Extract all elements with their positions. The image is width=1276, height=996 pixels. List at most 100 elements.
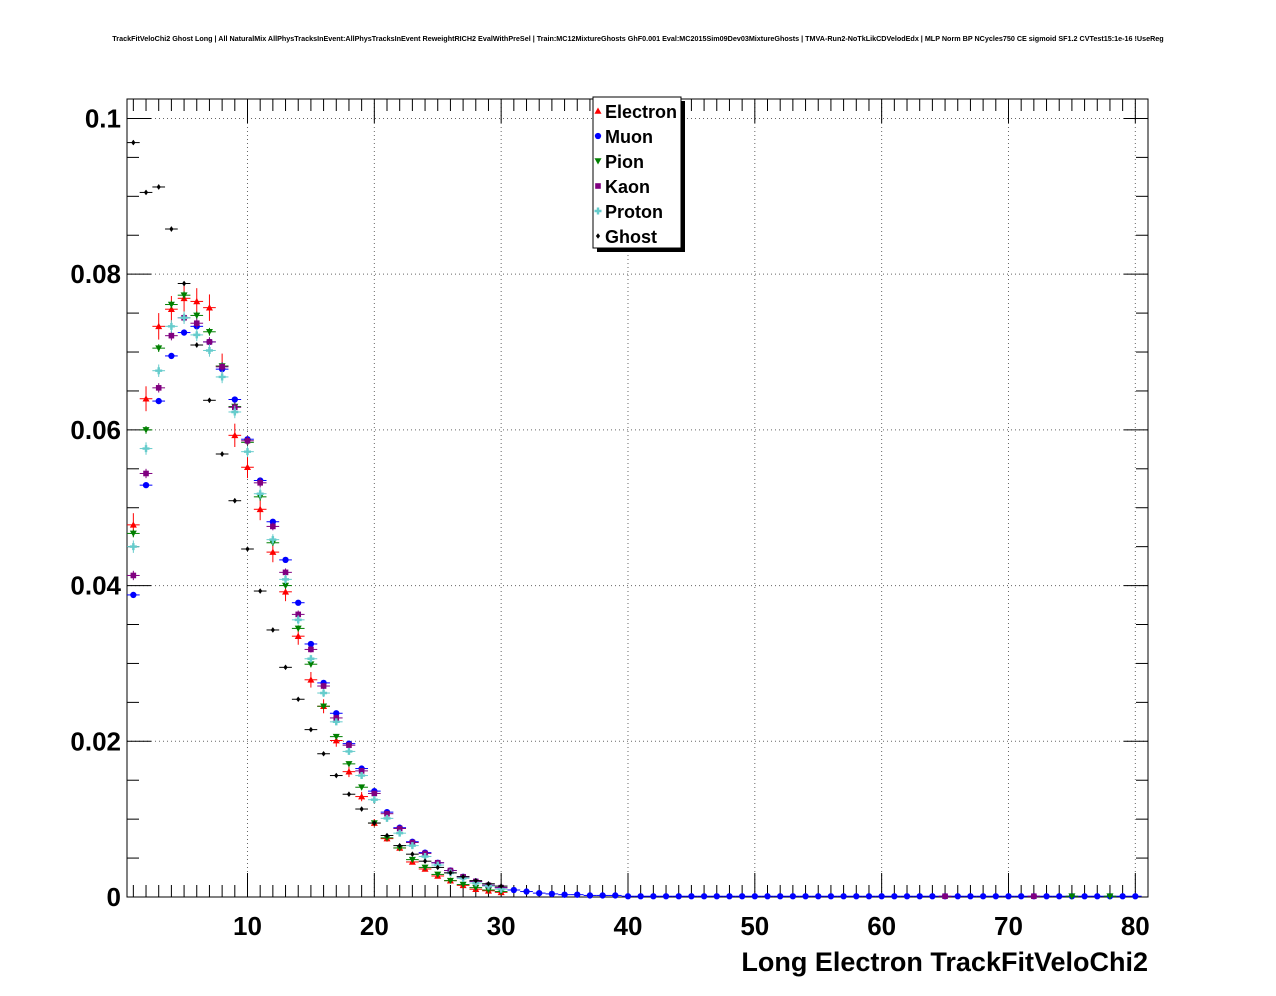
data-point — [334, 772, 339, 779]
data-point — [586, 892, 594, 899]
data-point — [461, 873, 466, 880]
legend-marker — [594, 132, 602, 140]
data-point — [332, 733, 340, 741]
data-point — [270, 523, 276, 530]
data-point — [193, 312, 201, 319]
data-point — [256, 490, 264, 498]
data-point — [384, 832, 390, 839]
legend-label: Electron — [605, 102, 677, 122]
data-point — [295, 599, 302, 606]
data-point — [345, 761, 353, 768]
data-point — [320, 703, 328, 710]
data-point — [397, 842, 402, 849]
data-point — [244, 437, 251, 444]
data-point — [282, 569, 289, 576]
data-point — [370, 796, 378, 804]
data-point — [777, 893, 784, 900]
data-point — [220, 451, 225, 457]
data-point — [637, 893, 644, 900]
data-point — [167, 322, 175, 330]
legend-label: Proton — [605, 202, 663, 222]
data-point — [510, 886, 517, 894]
data-point — [446, 877, 454, 885]
data-point — [612, 892, 619, 899]
data-point — [954, 893, 961, 900]
x-tick-label: 10 — [233, 911, 262, 941]
data-point — [789, 893, 797, 900]
data-point — [358, 793, 366, 800]
data-point — [257, 480, 263, 486]
legend-marker — [594, 158, 602, 165]
data-point — [497, 885, 505, 893]
data-point — [434, 871, 442, 878]
x-tick-label: 50 — [740, 911, 769, 941]
series-proton — [127, 311, 508, 893]
series-muon — [127, 323, 1142, 900]
data-point — [282, 575, 290, 583]
data-point — [372, 820, 377, 826]
y-tick-label: 0.1 — [85, 103, 121, 133]
data-point — [169, 226, 174, 232]
data-point — [358, 784, 366, 791]
data-point — [258, 588, 263, 594]
data-point — [1043, 893, 1050, 900]
data-point — [1094, 893, 1101, 900]
data-point — [205, 328, 213, 336]
data-point — [167, 305, 175, 313]
data-point — [168, 352, 175, 360]
data-point — [155, 345, 163, 352]
legend-marker — [595, 183, 601, 189]
data-point — [448, 870, 453, 876]
data-point — [688, 893, 695, 900]
data-point — [942, 893, 948, 900]
data-point — [333, 710, 340, 717]
data-point — [307, 640, 315, 648]
data-point — [1018, 893, 1025, 900]
data-point — [1106, 893, 1114, 900]
legend-box — [592, 96, 682, 249]
data-point — [294, 616, 302, 624]
data-point — [143, 470, 149, 477]
x-tick-label: 20 — [360, 911, 389, 941]
data-point — [283, 664, 288, 671]
data-point — [1031, 893, 1037, 900]
data-point — [853, 893, 860, 900]
data-point — [827, 893, 835, 900]
data-point — [231, 431, 239, 439]
data-point — [802, 893, 809, 900]
data-point — [738, 893, 746, 900]
data-point — [129, 530, 137, 537]
data-point — [307, 676, 315, 683]
data-point — [764, 893, 771, 900]
data-point — [332, 737, 340, 744]
data-point — [307, 655, 315, 663]
data-point — [308, 726, 314, 733]
data-point — [320, 689, 328, 697]
data-point — [1068, 893, 1076, 900]
data-point — [129, 521, 137, 528]
data-point — [662, 893, 670, 900]
data-point — [269, 518, 277, 525]
data-point — [967, 893, 974, 900]
data-point — [548, 890, 556, 898]
data-point — [459, 881, 467, 889]
data-point — [218, 373, 226, 381]
data-point — [903, 893, 911, 900]
data-point — [142, 427, 150, 434]
data-point — [574, 891, 581, 898]
data-point — [384, 810, 390, 817]
data-point — [916, 893, 923, 900]
data-point — [536, 889, 543, 897]
data-point — [205, 304, 213, 311]
data-point — [726, 893, 733, 900]
legend-label: Ghost — [605, 227, 657, 247]
data-point — [599, 892, 606, 899]
legend-label: Kaon — [605, 177, 650, 197]
data-point — [891, 893, 898, 900]
data-point — [523, 888, 530, 895]
data-point — [675, 893, 682, 900]
data-point — [142, 445, 150, 453]
data-point — [320, 683, 327, 689]
data-point — [979, 893, 987, 900]
data-point — [421, 864, 429, 871]
